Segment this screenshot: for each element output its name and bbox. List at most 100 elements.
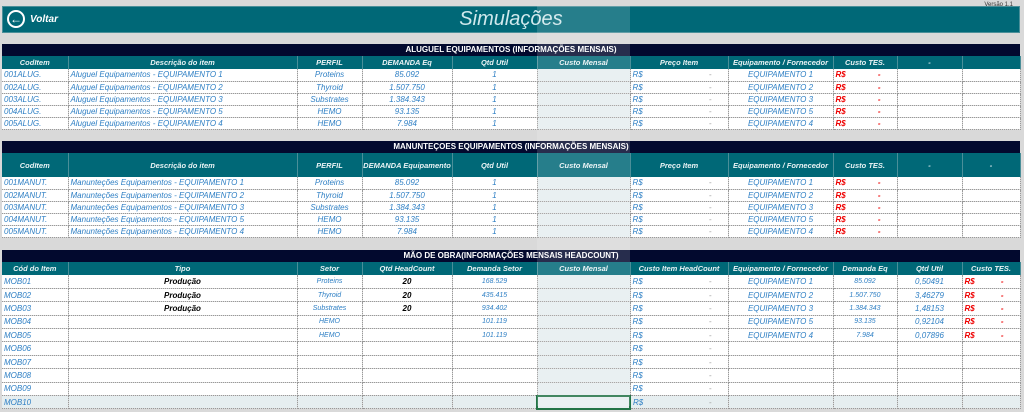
custo-item-headcount[interactable]: R$ - [630, 275, 729, 289]
empty-cell[interactable] [897, 189, 963, 202]
qtd-util[interactable] [897, 382, 963, 397]
qtd-util[interactable]: 0,07896 [897, 328, 963, 343]
qtd-util[interactable] [897, 341, 963, 356]
custo-mensal[interactable] [537, 368, 631, 383]
column-header[interactable]: DEMANDA Eq [362, 56, 453, 69]
empty-cell[interactable] [897, 93, 963, 106]
item-code[interactable]: 001MANUT. [2, 177, 69, 190]
preco-item[interactable]: R$ - [630, 177, 729, 190]
qtd-util[interactable]: 1 [452, 189, 538, 202]
equipamento[interactable] [728, 368, 834, 383]
item-code[interactable]: MOB01 [2, 275, 69, 289]
setor[interactable]: Thyroid [297, 288, 363, 303]
perfil[interactable]: Proteins [297, 177, 363, 190]
setor[interactable] [297, 355, 363, 370]
demanda-setor[interactable]: 934.402 [452, 301, 538, 316]
qtd-util[interactable] [897, 395, 963, 410]
custo-tes[interactable]: R$ - [962, 288, 1021, 303]
column-header[interactable]: Tipo [68, 262, 298, 275]
empty-cell[interactable] [897, 213, 963, 226]
demanda[interactable]: 1.507.750 [362, 189, 453, 202]
custo-item-headcount[interactable]: R$ - [630, 382, 729, 397]
demanda-eq[interactable]: 1.507.750 [833, 288, 898, 303]
custo-mensal[interactable] [536, 394, 631, 410]
demanda-setor[interactable] [452, 341, 538, 356]
custo-item-headcount[interactable]: R$ - [630, 328, 729, 343]
custo-tes[interactable]: R$ - [962, 275, 1021, 289]
empty-cell[interactable] [897, 81, 963, 94]
qtd-util[interactable]: 1 [452, 213, 538, 226]
custo-tes[interactable]: R$ - [962, 315, 1021, 330]
setor[interactable]: HEMO [297, 328, 363, 343]
setor[interactable]: HEMO [297, 315, 363, 330]
item-code[interactable]: MOB05 [2, 328, 69, 343]
empty-cell[interactable] [962, 117, 1021, 130]
equipamento[interactable]: EQUIPAMENTO 3 [728, 201, 834, 214]
column-header[interactable]: - [962, 153, 1021, 177]
equipamento[interactable]: EQUIPAMENTO 4 [728, 117, 834, 130]
tipo[interactable] [68, 368, 298, 383]
column-header[interactable]: Qtd Util [452, 153, 538, 177]
qtd-util[interactable] [897, 368, 963, 383]
demanda-eq[interactable]: 1.384.343 [833, 301, 898, 316]
column-header[interactable]: Qtd Util [452, 56, 538, 69]
empty-cell[interactable] [962, 213, 1021, 226]
perfil[interactable]: Substrates [297, 201, 363, 214]
setor[interactable] [297, 382, 363, 397]
equipamento[interactable]: EQUIPAMENTO 1 [728, 275, 834, 289]
custo-tes[interactable]: R$ - [833, 213, 898, 226]
empty-cell[interactable] [897, 177, 963, 190]
setor[interactable] [297, 395, 363, 410]
custo-tes[interactable]: R$ - [833, 189, 898, 202]
perfil[interactable]: Proteins [297, 69, 363, 82]
column-header[interactable]: Setor [297, 262, 363, 275]
qtd-util[interactable]: 1 [452, 201, 538, 214]
custo-mensal[interactable] [537, 93, 631, 106]
empty-cell[interactable] [897, 201, 963, 214]
item-code[interactable]: MOB07 [2, 355, 69, 370]
qtd-util[interactable]: 1 [452, 81, 538, 94]
preco-item[interactable]: R$ - [630, 105, 729, 118]
qtd-headcount[interactable] [362, 341, 453, 356]
custo-mensal[interactable] [537, 201, 631, 214]
equipamento[interactable]: EQUIPAMENTO 1 [728, 69, 834, 82]
item-code[interactable]: 004ALUG. [2, 105, 69, 118]
column-header[interactable]: CodItem [2, 153, 69, 177]
empty-cell[interactable] [897, 225, 963, 238]
equipamento[interactable]: EQUIPAMENTO 4 [728, 225, 834, 238]
custo-mensal[interactable] [537, 315, 631, 330]
custo-tes[interactable] [962, 382, 1021, 397]
perfil[interactable]: HEMO [297, 213, 363, 226]
tipo[interactable] [68, 315, 298, 330]
equipamento[interactable]: EQUIPAMENTO 3 [728, 301, 834, 316]
empty-cell[interactable] [962, 93, 1021, 106]
custo-mensal[interactable] [537, 105, 631, 118]
qtd-util[interactable]: 3,46279 [897, 288, 963, 303]
perfil[interactable]: Thyroid [297, 189, 363, 202]
item-code[interactable]: 002MANUT. [2, 189, 69, 202]
item-code[interactable]: 005ALUG. [2, 117, 69, 130]
equipamento[interactable]: EQUIPAMENTO 5 [728, 315, 834, 330]
empty-cell[interactable] [962, 189, 1021, 202]
column-header[interactable]: Preço Item [630, 56, 729, 69]
empty-cell[interactable] [962, 177, 1021, 190]
equipamento[interactable]: EQUIPAMENTO 3 [728, 93, 834, 106]
empty-cell[interactable] [962, 225, 1021, 238]
preco-item[interactable]: R$ - [630, 117, 729, 130]
column-header[interactable]: Descrição do item [68, 56, 298, 69]
demanda[interactable]: 1.384.343 [362, 201, 453, 214]
qtd-util[interactable]: 1 [452, 69, 538, 82]
item-code[interactable]: MOB10 [2, 395, 69, 410]
column-header[interactable] [962, 56, 1021, 69]
column-header[interactable]: Qtd HeadCount [362, 262, 453, 275]
qtd-headcount[interactable]: 20 [362, 301, 453, 316]
custo-tes[interactable] [962, 368, 1021, 383]
item-description[interactable]: Manunteções Equipamentos - EQUIPAMENTO 2 [68, 189, 298, 202]
custo-tes[interactable]: R$ - [833, 105, 898, 118]
custo-tes[interactable]: R$ - [833, 225, 898, 238]
custo-mensal[interactable] [537, 177, 631, 190]
preco-item[interactable]: R$ - [630, 69, 729, 82]
setor[interactable]: Substrates [297, 301, 363, 316]
column-header[interactable]: - [897, 56, 963, 69]
item-code[interactable]: MOB09 [2, 382, 69, 397]
